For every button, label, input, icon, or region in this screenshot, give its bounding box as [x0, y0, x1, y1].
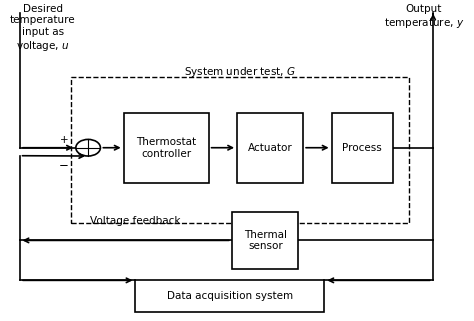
Bar	[124, 113, 209, 183]
Bar	[136, 280, 324, 312]
Text: −: −	[59, 159, 69, 172]
Bar	[237, 113, 303, 183]
Bar	[232, 212, 299, 269]
Text: Actuator: Actuator	[248, 143, 292, 153]
Text: Thermostat
controller: Thermostat controller	[136, 137, 196, 159]
Text: Voltage feedback: Voltage feedback	[91, 216, 181, 226]
Text: System under test, $G$: System under test, $G$	[184, 65, 295, 79]
Bar	[71, 77, 409, 223]
Text: Process: Process	[342, 143, 382, 153]
Text: Data acquisition system: Data acquisition system	[167, 291, 293, 301]
Text: Desired
temperature
input as
voltage, $u$: Desired temperature input as voltage, $u…	[10, 4, 76, 53]
Circle shape	[76, 139, 100, 156]
Bar	[331, 113, 393, 183]
Text: Output
temperature, $y$: Output temperature, $y$	[383, 4, 464, 30]
Text: +: +	[60, 134, 68, 144]
Text: Thermal
sensor: Thermal sensor	[244, 230, 287, 251]
